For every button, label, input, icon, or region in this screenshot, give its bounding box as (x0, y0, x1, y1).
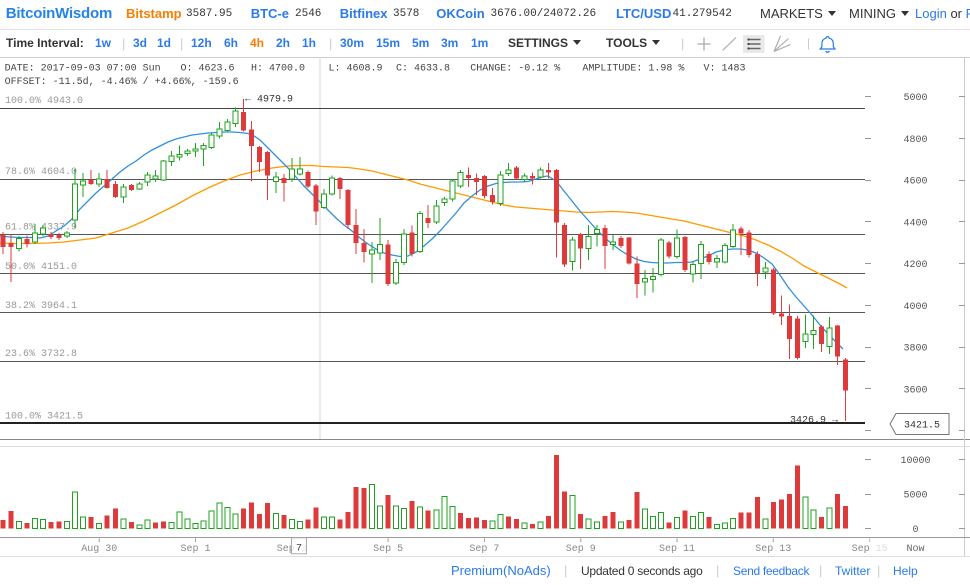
svg-text:OFFSET: -11.5d, -4.46% / +4.66: OFFSET: -11.5d, -4.46% / +4.66%, -159.6 (5, 76, 239, 88)
svg-text:Sep 11: Sep 11 (659, 544, 695, 555)
svg-text:3800: 3800 (903, 344, 927, 355)
svg-text:Now: Now (906, 544, 924, 555)
svg-text:Aug 30: Aug 30 (81, 544, 117, 555)
svg-text:4000: 4000 (903, 302, 927, 313)
svg-text:5000: 5000 (903, 93, 927, 104)
svg-text:CHANGE: -0.12 %: CHANGE: -0.12 % (470, 64, 560, 75)
svg-text:V: 1483: V: 1483 (704, 64, 746, 75)
svg-text:Sep 7: Sep 7 (469, 544, 499, 555)
svg-text:3426.9 →: 3426.9 → (790, 416, 838, 427)
svg-text:0: 0 (912, 525, 918, 536)
svg-text:Sep 1: Sep 1 (180, 544, 210, 555)
svg-text:10000: 10000 (900, 456, 930, 467)
svg-text:DATE: 2017-09-03 07:00 Sun: DATE: 2017-09-03 07:00 Sun (5, 64, 161, 75)
svg-text:100.0% 3421.5: 100.0% 3421.5 (5, 412, 83, 423)
svg-text:100.0% 4943.0: 100.0% 4943.0 (5, 96, 83, 107)
svg-text:Sep 15: Sep 15 (852, 544, 888, 555)
svg-text:4400: 4400 (903, 218, 927, 229)
svg-text:4600: 4600 (903, 177, 927, 188)
svg-text:AMPLITUDE: 1.98 %: AMPLITUDE: 1.98 % (582, 64, 684, 75)
svg-text:← 4979.9: ← 4979.9 (245, 95, 293, 106)
svg-text:23.6% 3732.8: 23.6% 3732.8 (5, 349, 77, 360)
svg-text:L: 4608.9: L: 4608.9 (329, 64, 383, 75)
svg-text:3421.5: 3421.5 (904, 421, 940, 432)
svg-text:H: 4700.0: H: 4700.0 (251, 64, 305, 75)
svg-text:Sep 13: Sep 13 (755, 544, 791, 555)
svg-text:C: 4633.8: C: 4633.8 (396, 64, 450, 75)
svg-text:Sep 9: Sep 9 (566, 544, 596, 555)
svg-text:4800: 4800 (903, 135, 927, 146)
svg-text:50.0% 4151.0: 50.0% 4151.0 (5, 262, 77, 273)
svg-text:38.2% 3964.1: 38.2% 3964.1 (5, 301, 77, 312)
svg-text:Sep 5: Sep 5 (373, 544, 403, 555)
svg-text:78.6% 4604.0: 78.6% 4604.0 (5, 167, 77, 178)
svg-text:O: 4623.6: O: 4623.6 (181, 64, 235, 75)
svg-text:4200: 4200 (903, 260, 927, 271)
svg-text:3600: 3600 (903, 385, 927, 396)
svg-text:7: 7 (296, 544, 302, 555)
svg-text:5000: 5000 (903, 491, 927, 502)
